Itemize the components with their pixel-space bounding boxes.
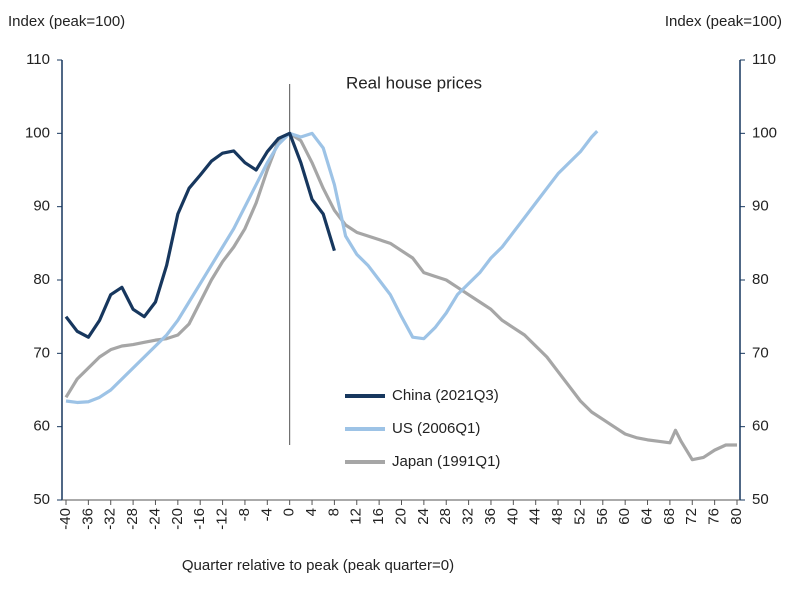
x-tick-label: 16	[370, 508, 387, 525]
y2-tick-label: 50	[752, 491, 769, 508]
x-tick-label: 0	[281, 508, 298, 516]
x-tick-label: -40	[57, 508, 74, 530]
x-tick-label: 4	[303, 508, 320, 516]
x-tick-label: 68	[661, 508, 678, 525]
y2-tick-label: 110	[752, 51, 776, 68]
x-tick-label: -28	[124, 508, 141, 530]
x-tick-label: 20	[392, 508, 409, 525]
x-tick-label: 64	[639, 508, 656, 525]
x-tick-label: 28	[437, 508, 454, 525]
y2-tick-label: 60	[752, 418, 769, 435]
y-tick-label: 100	[25, 124, 50, 141]
x-tick-label: 24	[415, 508, 432, 525]
y2-tick-label: 70	[752, 344, 769, 361]
y-tick-label: 50	[33, 491, 50, 508]
y-tick-label: 70	[33, 344, 50, 361]
series-line	[64, 131, 737, 462]
y-tick-label: 110	[26, 51, 50, 68]
x-tick-label: -8	[236, 508, 253, 521]
legend-label: US (2006Q1)	[392, 420, 480, 437]
legend-label: Japan (1991Q1)	[392, 453, 500, 470]
y2-tick-label: 100	[752, 124, 777, 141]
x-tick-label: 32	[460, 508, 477, 525]
series-line	[64, 131, 336, 339]
x-tick-label: 80	[728, 508, 745, 525]
x-tick-label: 40	[504, 508, 521, 525]
x-tick-label: 48	[549, 508, 566, 525]
x-tick-label: -32	[102, 508, 119, 530]
x-tick-label: 12	[348, 508, 365, 525]
x-tick-label: 72	[683, 508, 700, 525]
y-tick-label: 90	[33, 198, 50, 215]
y2-tick-label: 80	[752, 271, 769, 288]
x-tick-label: 56	[594, 508, 611, 525]
y-axis-label: Index (peak=100)	[8, 13, 125, 30]
legend-label: China (2021Q3)	[392, 387, 499, 404]
y-tick-label: 80	[33, 271, 50, 288]
x-tick-label: 52	[571, 508, 588, 525]
x-tick-label: 44	[527, 508, 544, 525]
series-line	[65, 130, 599, 405]
x-tick-label: -12	[214, 508, 231, 530]
x-tick-label: -24	[146, 508, 163, 530]
y-tick-label: 60	[33, 418, 50, 435]
x-tick-label: 8	[325, 508, 342, 516]
x-tick-label: -20	[169, 508, 186, 530]
x-tick-label: -4	[258, 508, 275, 521]
x-tick-label: -16	[191, 508, 208, 530]
chart-title: Real house prices	[346, 73, 482, 92]
x-tick-label: 60	[616, 508, 633, 525]
x-axis-label: Quarter relative to peak (peak quarter=0…	[182, 557, 454, 574]
x-tick-label: 36	[482, 508, 499, 525]
x-tick-label: 76	[706, 508, 723, 525]
y2-tick-label: 90	[752, 198, 769, 215]
x-tick-label: -36	[79, 508, 96, 530]
y2-axis-label: Index (peak=100)	[665, 13, 782, 30]
